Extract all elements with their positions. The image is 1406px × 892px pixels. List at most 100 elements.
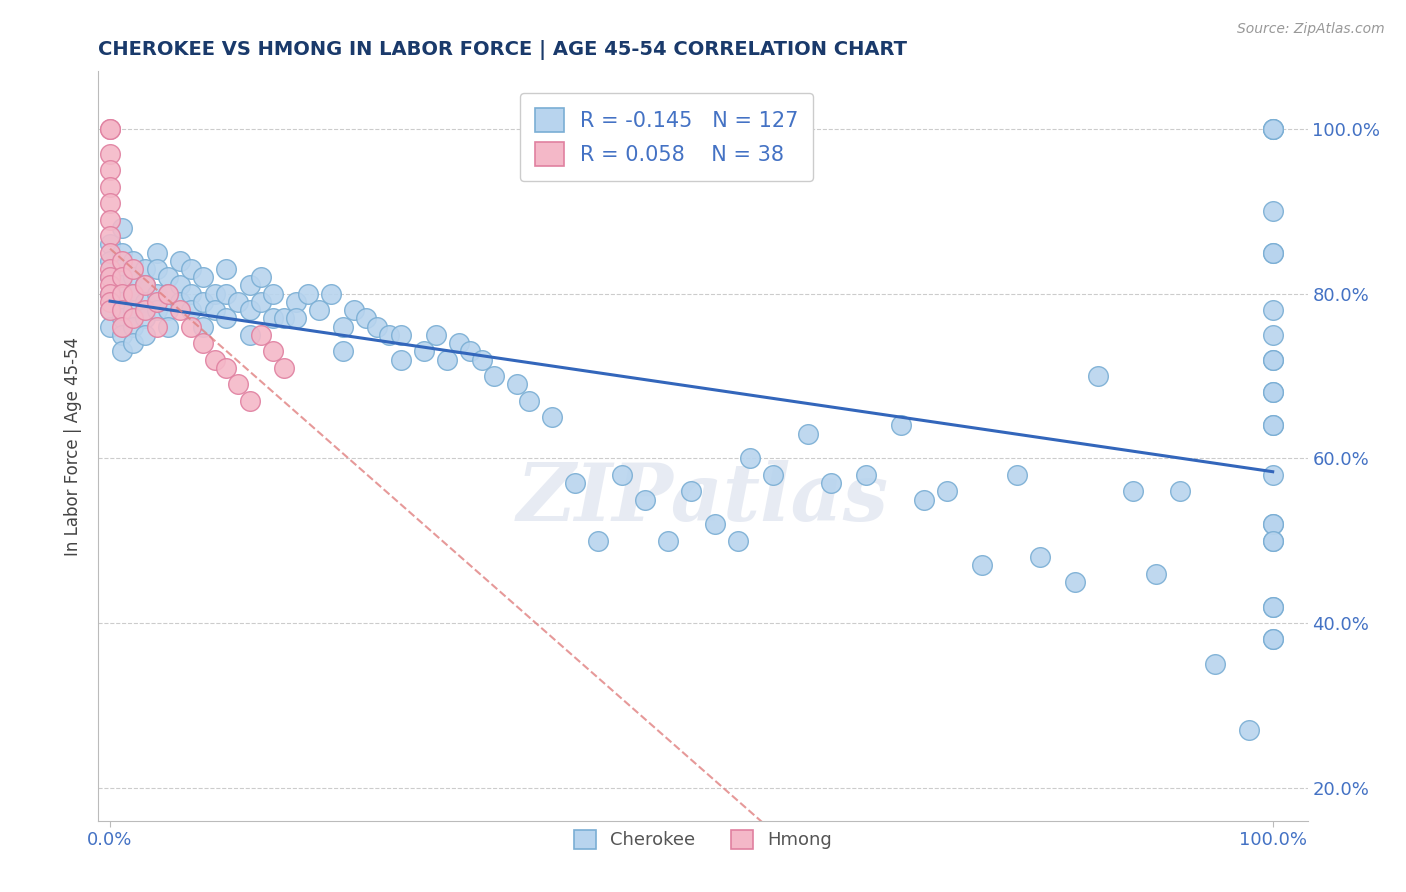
Point — [98, 122, 121, 136]
Point — [226, 294, 249, 309]
Point — [1261, 385, 1284, 400]
Point — [157, 286, 180, 301]
Point — [239, 393, 262, 408]
Point — [122, 286, 145, 301]
Point — [98, 146, 121, 161]
Point — [1261, 352, 1284, 367]
Point — [215, 262, 238, 277]
Point — [98, 253, 121, 268]
Point — [1261, 303, 1284, 318]
Point — [262, 344, 284, 359]
Point — [98, 303, 121, 318]
Point — [1261, 385, 1284, 400]
Point — [413, 344, 436, 359]
Point — [1261, 245, 1284, 260]
Point — [936, 484, 959, 499]
Point — [111, 245, 134, 260]
Point — [1261, 327, 1284, 342]
Point — [1261, 204, 1284, 219]
Point — [215, 311, 238, 326]
Point — [657, 533, 679, 548]
Point — [1029, 550, 1052, 565]
Point — [122, 336, 145, 351]
Point — [180, 303, 202, 318]
Point — [98, 237, 121, 252]
Point — [111, 294, 134, 309]
Point — [98, 303, 121, 318]
Point — [262, 286, 284, 301]
Point — [215, 286, 238, 301]
Point — [98, 212, 121, 227]
Point — [1261, 533, 1284, 548]
Point — [1261, 122, 1284, 136]
Point — [564, 476, 586, 491]
Point — [366, 319, 388, 334]
Point — [1261, 122, 1284, 136]
Point — [588, 533, 610, 548]
Point — [98, 270, 121, 285]
Point — [250, 294, 273, 309]
Point — [98, 262, 121, 277]
Point — [970, 558, 993, 573]
Text: CHEROKEE VS HMONG IN LABOR FORCE | AGE 45-54 CORRELATION CHART: CHEROKEE VS HMONG IN LABOR FORCE | AGE 4… — [98, 39, 907, 60]
Point — [1261, 632, 1284, 647]
Point — [273, 311, 295, 326]
Point — [122, 303, 145, 318]
Point — [98, 278, 121, 293]
Point — [681, 484, 703, 499]
Point — [157, 319, 180, 334]
Point — [191, 270, 214, 285]
Point — [703, 517, 725, 532]
Point — [1005, 467, 1028, 482]
Point — [610, 467, 633, 482]
Point — [425, 327, 447, 342]
Point — [855, 467, 877, 482]
Point — [169, 294, 191, 309]
Point — [250, 270, 273, 285]
Point — [285, 311, 308, 326]
Point — [796, 426, 818, 441]
Point — [134, 278, 156, 293]
Point — [111, 262, 134, 277]
Point — [145, 294, 167, 309]
Point — [1261, 418, 1284, 433]
Point — [1261, 533, 1284, 548]
Point — [134, 278, 156, 293]
Point — [517, 393, 540, 408]
Point — [378, 327, 401, 342]
Point — [169, 278, 191, 293]
Point — [98, 122, 121, 136]
Point — [111, 220, 134, 235]
Point — [308, 303, 330, 318]
Point — [145, 286, 167, 301]
Point — [285, 294, 308, 309]
Point — [145, 319, 167, 334]
Point — [1261, 245, 1284, 260]
Point — [1261, 632, 1284, 647]
Point — [634, 492, 657, 507]
Point — [506, 377, 529, 392]
Legend: Cherokee, Hmong: Cherokee, Hmong — [567, 822, 839, 856]
Point — [738, 451, 761, 466]
Point — [98, 294, 121, 309]
Point — [122, 253, 145, 268]
Y-axis label: In Labor Force | Age 45-54: In Labor Force | Age 45-54 — [65, 336, 83, 556]
Point — [1122, 484, 1144, 499]
Point — [273, 360, 295, 375]
Point — [727, 533, 749, 548]
Point — [98, 286, 121, 301]
Point — [239, 303, 262, 318]
Point — [98, 179, 121, 194]
Point — [482, 369, 505, 384]
Point — [191, 319, 214, 334]
Point — [1261, 517, 1284, 532]
Point — [134, 327, 156, 342]
Point — [122, 311, 145, 326]
Point — [1087, 369, 1109, 384]
Point — [762, 467, 785, 482]
Point — [191, 336, 214, 351]
Point — [343, 303, 366, 318]
Point — [111, 253, 134, 268]
Point — [1261, 517, 1284, 532]
Point — [1204, 657, 1226, 672]
